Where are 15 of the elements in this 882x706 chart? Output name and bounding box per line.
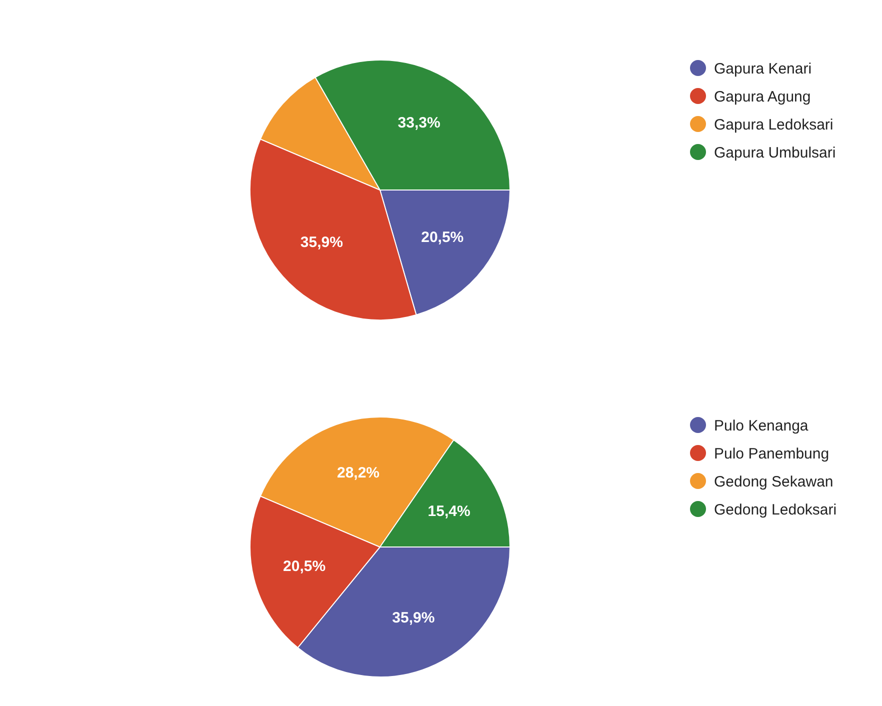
legend-label: Gedong Sekawan	[714, 473, 834, 490]
legend-label: Pulo Kenanga	[714, 417, 809, 434]
legend-label: Pulo Panembung	[714, 445, 830, 462]
data-label: 15,4%	[428, 502, 470, 520]
data-label: 35,9%	[300, 234, 343, 252]
data-label: 20,5%	[283, 558, 326, 575]
data-label: 35,9%	[392, 610, 435, 627]
data-label: 28,2%	[336, 464, 380, 482]
data-label: 20,5%	[421, 229, 464, 246]
legend-label: Gapura Kenari	[714, 60, 812, 78]
data-label: 33,3%	[398, 114, 440, 132]
legend-label: Gapura Agung	[714, 88, 811, 106]
legend-label: Gapura Umbulsari	[714, 144, 836, 162]
legend-label: Gapura Ledoksari	[714, 116, 834, 134]
legend-label: Gedong Ledoksari	[714, 501, 837, 518]
